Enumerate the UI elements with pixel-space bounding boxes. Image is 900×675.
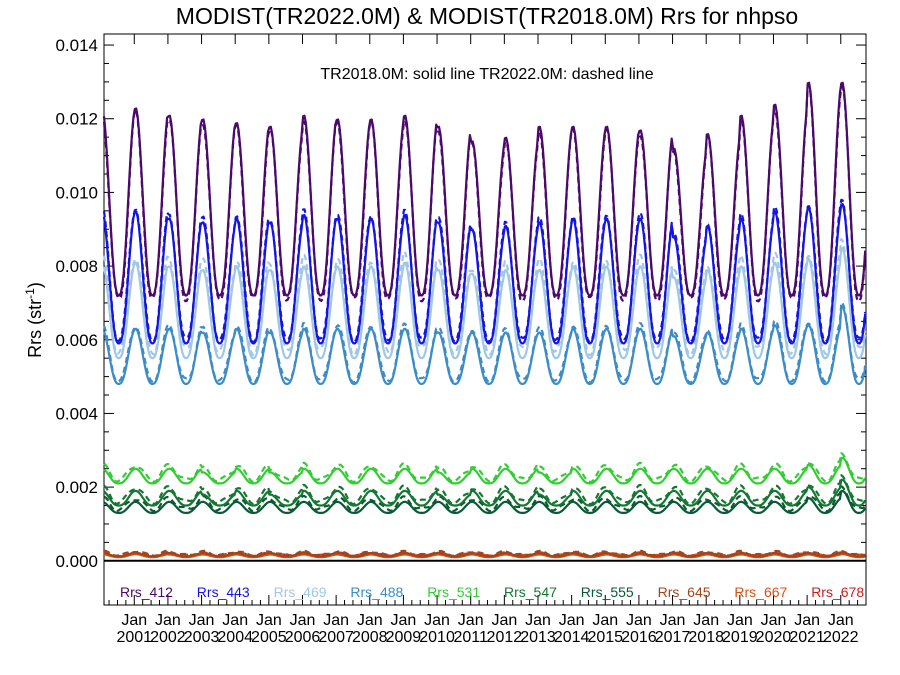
x-tick-year: 2015: [587, 629, 623, 646]
y-tick-label: 0.002: [55, 478, 98, 497]
legend-entry-rrs-555: Rrs_555: [581, 584, 634, 600]
x-tick-year: 2013: [520, 629, 556, 646]
x-tick-month: Jan: [290, 612, 316, 629]
x-tick-month: Jan: [189, 612, 215, 629]
y-axis-label-text: Rrs (str: [25, 299, 45, 358]
x-tick-month: Jan: [323, 612, 349, 629]
series-layer: [102, 81, 867, 559]
series-line-tr2022-rrs-412: [102, 83, 867, 303]
legend-entry-rrs-443: Rrs_443: [197, 584, 250, 600]
x-tick-year: 2018: [688, 629, 724, 646]
x-tick-month: Jan: [727, 612, 753, 629]
x-tick-year: 2019: [722, 629, 758, 646]
x-tick-month: Jan: [592, 612, 618, 629]
series-line-tr2022-rrs-443: [102, 198, 867, 343]
y-tick-label: 0.004: [55, 404, 98, 423]
x-tick-year: 2020: [756, 629, 792, 646]
legend-entry-rrs-488: Rrs_488: [350, 584, 403, 600]
x-tick-month: Jan: [660, 612, 686, 629]
x-axis: Jan2001Jan2002Jan2003Jan2004Jan2005Jan20…: [108, 34, 867, 646]
x-tick-month: Jan: [525, 612, 551, 629]
series-line-tr2022-rrs-645: [103, 549, 866, 557]
x-tick-year: 2017: [655, 629, 691, 646]
series-line-tr2018-rrs-555: [103, 489, 867, 515]
y-axis-label-superscript: -1: [23, 288, 37, 299]
x-tick-month: Jan: [491, 612, 517, 629]
x-tick-month: Jan: [761, 612, 787, 629]
y-tick-label: 0.000: [55, 552, 98, 571]
x-tick-month: Jan: [155, 612, 181, 629]
x-tick-year: 2006: [285, 629, 321, 646]
x-tick-month: Jan: [222, 612, 248, 629]
x-tick-year: 2001: [116, 629, 152, 646]
x-tick-month: Jan: [256, 612, 282, 629]
x-tick-year: 2003: [184, 629, 220, 646]
series-line-tr2022-rrs-547: [103, 474, 867, 506]
x-tick-month: Jan: [121, 612, 147, 629]
y-tick-label: 0.006: [55, 331, 98, 350]
legend-entry-rrs-667: Rrs_667: [734, 584, 787, 600]
y-tick-label: 0.012: [55, 110, 98, 129]
x-tick-month: Jan: [424, 612, 450, 629]
y-tick-label: 0.014: [55, 36, 98, 55]
line-style-annotation: TR2018.0M: solid line TR2022.0M: dashed …: [320, 66, 653, 83]
legend-entry-rrs-678: Rrs_678: [811, 584, 864, 600]
x-tick-year: 2010: [419, 629, 455, 646]
x-tick-year: 2008: [352, 629, 388, 646]
x-tick-year: 2004: [217, 629, 253, 646]
legend-entry-rrs-469: Rrs_469: [274, 584, 327, 600]
y-axis-label-close: ): [25, 282, 45, 288]
x-tick-year: 2022: [823, 629, 859, 646]
series-line-tr2022-rrs-469: [102, 238, 867, 357]
x-tick-month: Jan: [626, 612, 652, 629]
x-tick-year: 2007: [318, 629, 354, 646]
legend-entry-rrs-645: Rrs_645: [658, 584, 711, 600]
series-line-tr2018-rrs-531: [103, 456, 867, 485]
x-tick-year: 2014: [554, 629, 590, 646]
x-tick-month: Jan: [357, 612, 383, 629]
legend-entry-rrs-547: Rrs_547: [504, 584, 557, 600]
y-axis: 0.000 0.002 0.004 0.006 0.008 0.010 0.012 0.014: [55, 36, 866, 571]
series-line-tr2022-rrs-555: [103, 485, 866, 513]
x-tick-year: 2005: [251, 629, 287, 646]
x-tick-year: 2016: [621, 629, 657, 646]
series-line-tr2022-rrs-531: [103, 452, 867, 483]
x-tick-month: Jan: [693, 612, 719, 629]
chart-title: MODIST(TR2022.0M) & MODIST(TR2018.0M) Rr…: [176, 3, 798, 29]
x-tick-year: 2021: [789, 629, 825, 646]
y-tick-label: 0.008: [55, 257, 98, 276]
x-tick-year: 2009: [386, 629, 422, 646]
x-tick-year: 2012: [487, 629, 523, 646]
plot-frame: [103, 33, 867, 606]
x-tick-month: Jan: [559, 612, 585, 629]
x-tick-month: Jan: [458, 612, 484, 629]
y-tick-label: 0.010: [55, 183, 98, 202]
x-tick-month: Jan: [794, 612, 820, 629]
x-tick-year: 2002: [150, 629, 186, 646]
x-tick-month: Jan: [828, 612, 854, 629]
x-tick-year: 2011: [453, 629, 488, 646]
y-axis-label: Rrs (str-1): [23, 282, 45, 358]
series-line-tr2018-rrs-547: [103, 478, 867, 507]
legend-entry-rrs-412: Rrs_412: [120, 584, 173, 600]
legend: Rrs_412 Rrs_443 Rrs_469 Rrs_488 Rrs_531 Rrs_5…: [120, 584, 864, 600]
x-tick-month: Jan: [391, 612, 417, 629]
legend-entry-rrs-531: Rrs_531: [427, 584, 480, 600]
